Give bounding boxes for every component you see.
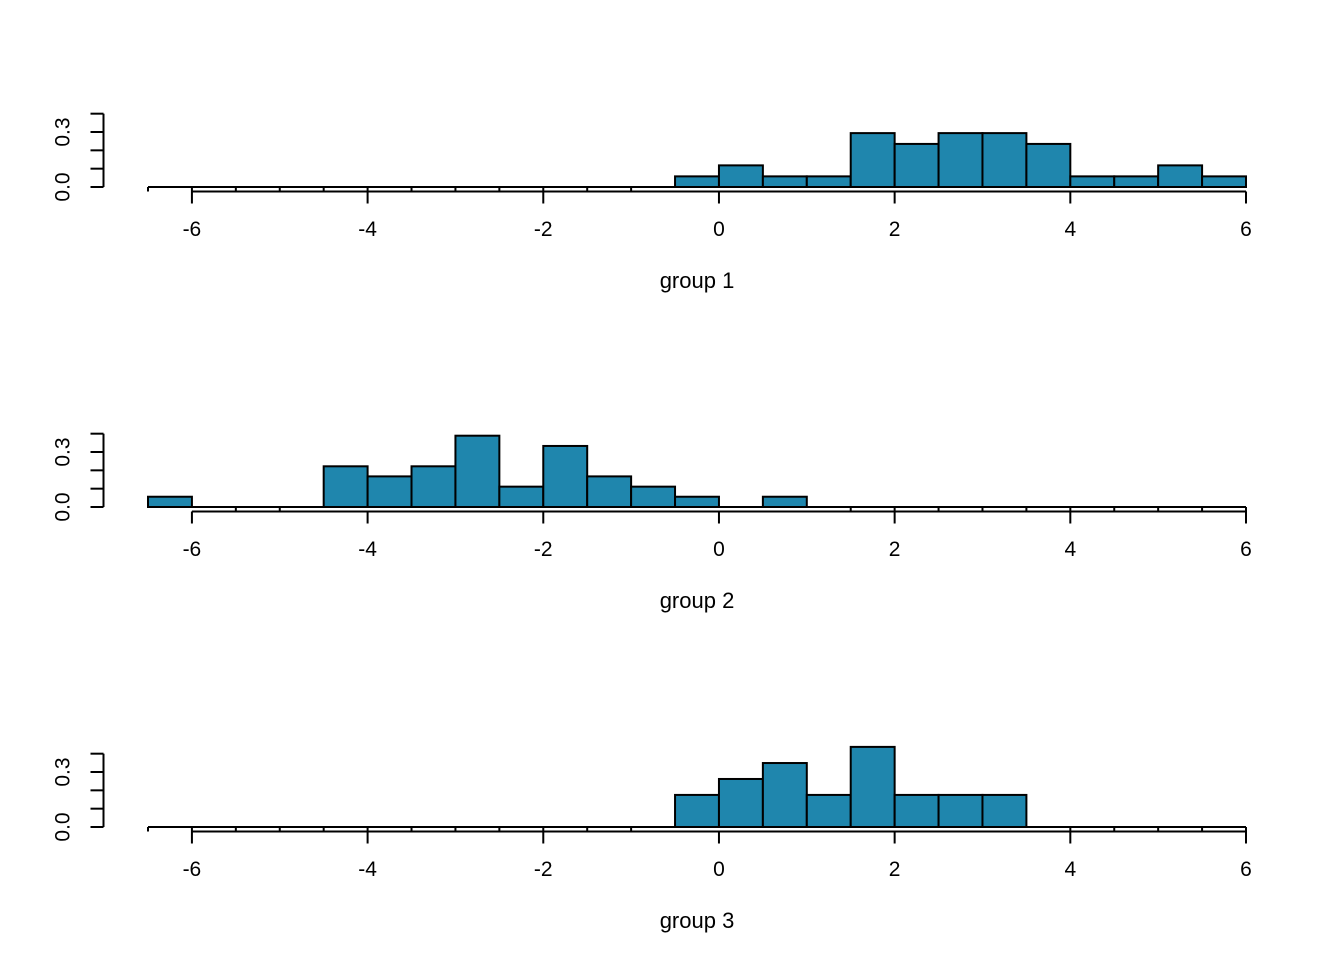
histogram-bar	[937, 793, 984, 828]
histogram-bar	[366, 475, 413, 508]
x-tick-label: 2	[889, 218, 901, 241]
histogram-bar	[893, 142, 940, 188]
x-tick-label: 0	[713, 858, 725, 881]
histogram-bar	[981, 793, 1028, 828]
histogram-bar	[761, 175, 808, 189]
histogram-bar	[1201, 175, 1247, 189]
y-tick-label: 0.0	[52, 812, 75, 841]
histogram-bar	[805, 793, 852, 828]
panel-xlabel: group 3	[660, 908, 735, 933]
histogram-bar	[981, 132, 1028, 189]
x-tick-label: 6	[1240, 538, 1252, 561]
x-tick-label: 0	[713, 218, 725, 241]
histogram-bar	[1069, 175, 1116, 189]
x-tick-label: 4	[1064, 538, 1076, 561]
histogram-bar	[454, 434, 501, 508]
histogram-bar	[630, 485, 677, 508]
x-tick-label: -6	[183, 858, 202, 881]
y-tick-label: 0.3	[52, 117, 75, 146]
histogram-bar	[498, 485, 545, 508]
x-tick-label: 6	[1240, 218, 1252, 241]
y-tick-label: 0.3	[52, 437, 75, 466]
histogram-bar	[674, 495, 720, 508]
x-tick-label: -4	[358, 858, 377, 881]
panel-xlabel: group 2	[660, 588, 735, 613]
x-tick-label: 0	[713, 538, 725, 561]
x-tick-label: -6	[183, 538, 202, 561]
x-tick-label: -2	[534, 218, 553, 241]
histogram-bar	[717, 164, 764, 189]
x-tick-label: 4	[1064, 858, 1076, 881]
x-tick-label: 6	[1240, 858, 1252, 881]
histogram-bar	[674, 175, 720, 189]
y-tick-label: 0.3	[52, 757, 75, 786]
panel-xlabel: group 1	[660, 268, 735, 293]
histogram-bar	[1157, 164, 1204, 189]
panel-group-2: -6 -4 -2 0 2 4 6 0.0 0.3 group 2	[52, 432, 1252, 613]
histogram-bar	[937, 132, 984, 189]
histogram-bar	[893, 793, 940, 828]
histogram-bar	[761, 495, 808, 508]
histogram-bar	[761, 762, 808, 829]
y-tick-label: 0.0	[52, 492, 75, 521]
x-tick-label: -4	[358, 218, 377, 241]
x-tick-label: -2	[534, 538, 553, 561]
histogram-bar	[717, 777, 764, 829]
histogram-bar	[805, 175, 852, 189]
y-tick-label: 0.0	[52, 172, 75, 201]
x-tick-label: 2	[889, 858, 901, 881]
histogram-bar	[849, 745, 896, 828]
x-tick-label: 4	[1064, 218, 1076, 241]
histogram-bar	[674, 793, 720, 828]
histogram-bar	[147, 495, 193, 508]
histogram-bar	[1025, 142, 1072, 188]
panel-group-3: -6 -4 -2 0 2 4 6 0.0 0.3 group 3	[52, 745, 1252, 933]
histogram-bar	[322, 465, 369, 509]
x-tick-label: -6	[183, 218, 202, 241]
histogram-bar	[849, 132, 896, 189]
x-tick-label: 2	[889, 538, 901, 561]
histogram-bar	[1113, 175, 1160, 189]
x-tick-label: -2	[534, 858, 553, 881]
panel-group-1: -6 -4 -2 0 2 4 6 0.0 0.3 group 1	[52, 112, 1252, 293]
x-tick-label: -4	[358, 538, 377, 561]
histogram-bar	[410, 465, 457, 509]
histogram-bar	[542, 444, 589, 508]
histogram-bar	[586, 475, 633, 508]
